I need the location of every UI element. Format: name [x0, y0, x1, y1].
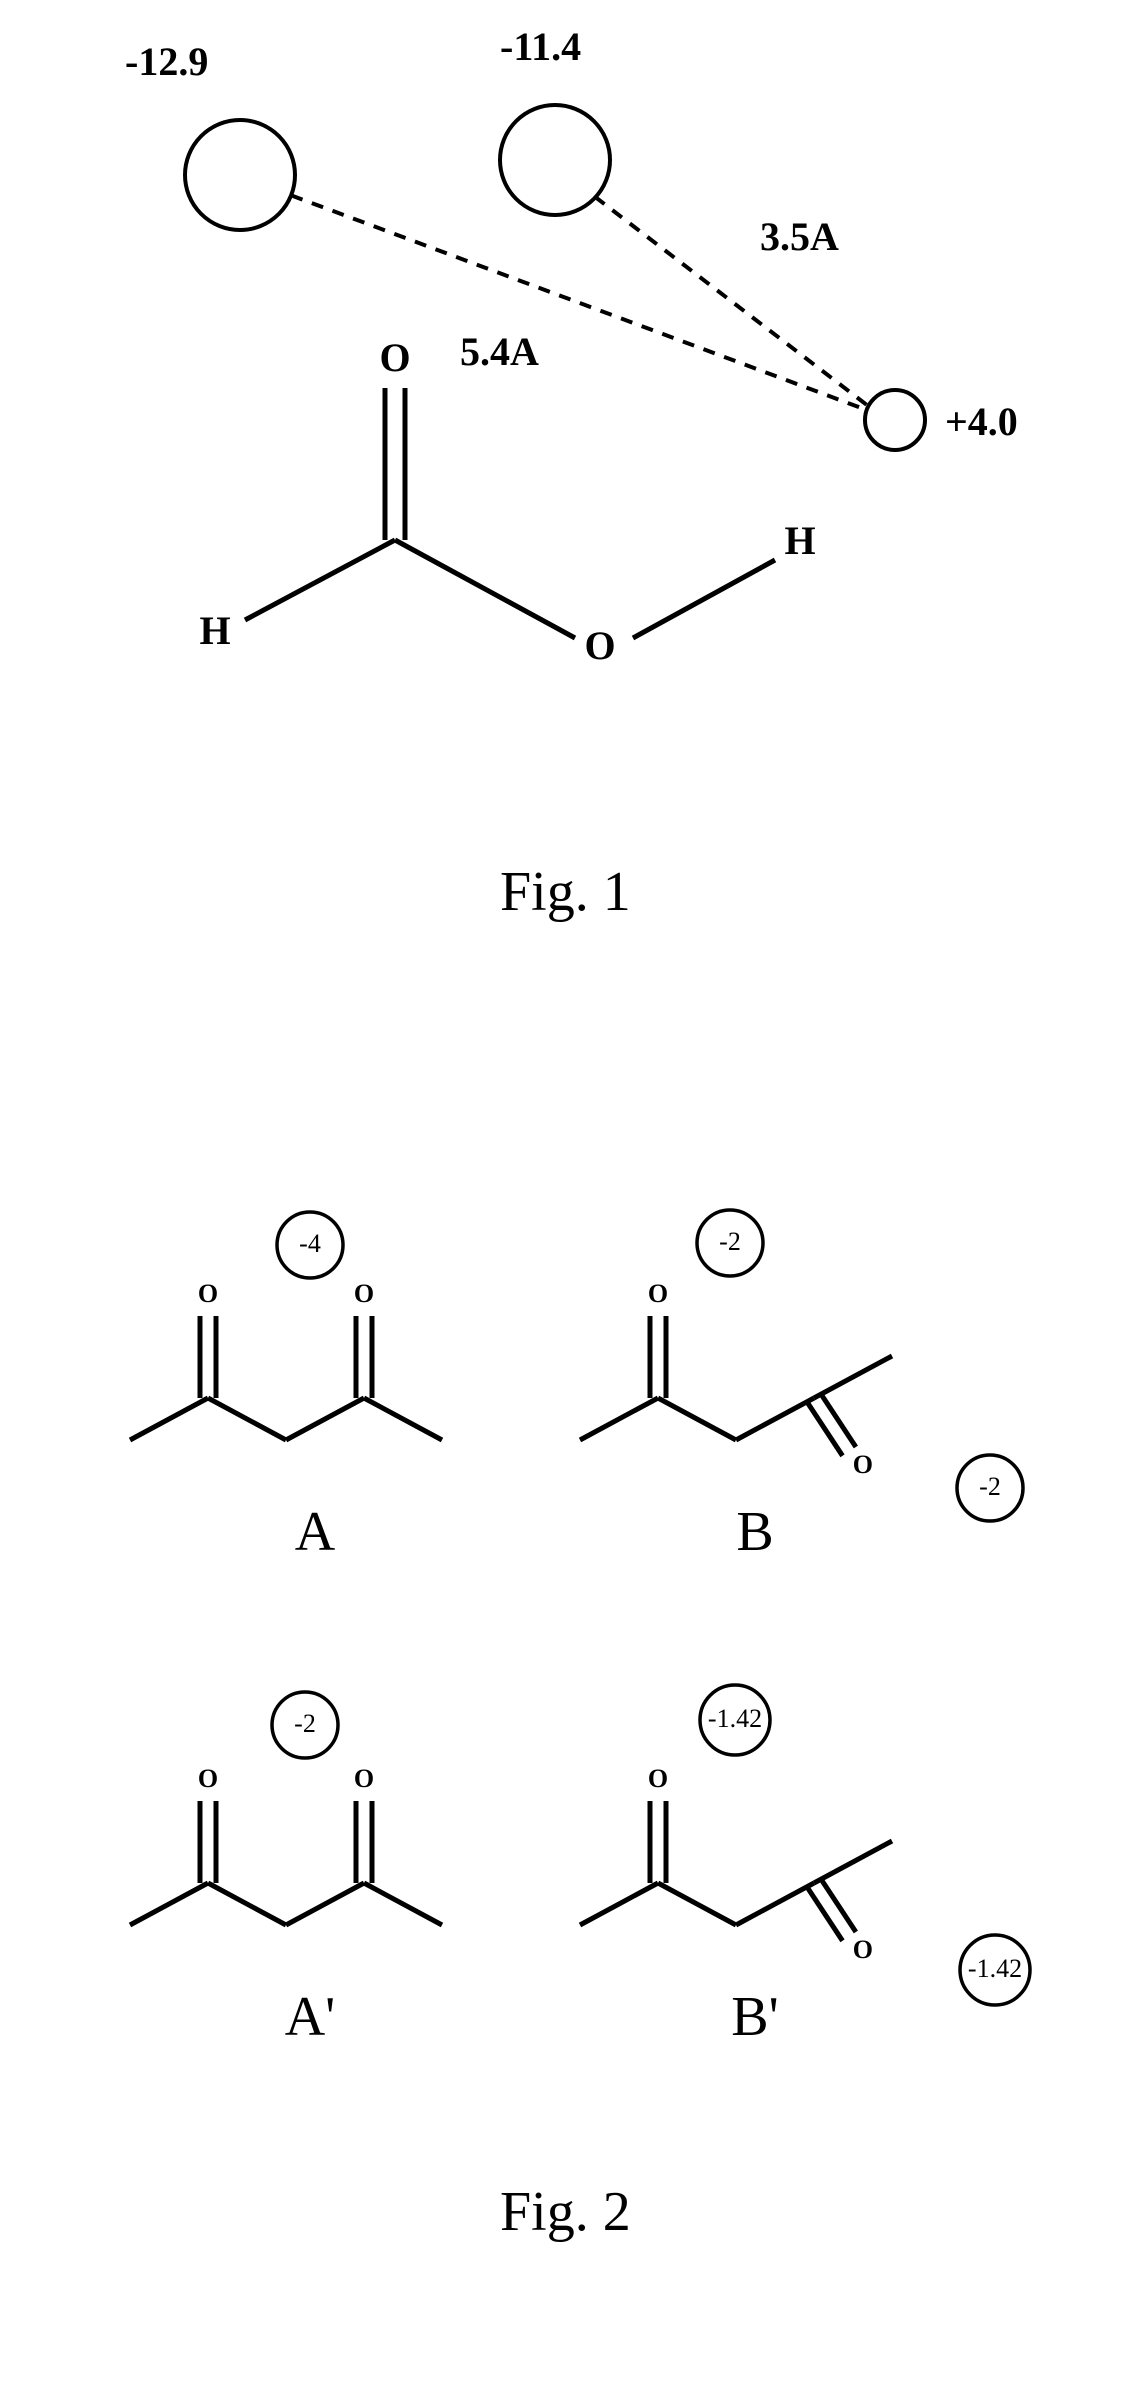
page-canvas: 5.4A 3.5A -12.9 -11.4 +4.0 H O O H Fig. 1 O O -4 A O O -…: [0, 0, 1140, 2398]
potential-value: -2: [979, 1472, 1001, 1501]
panel-label: B: [736, 1501, 773, 1563]
distance-line: [560, 170, 880, 415]
potential-value: -4: [299, 1229, 321, 1258]
potential-value: -2: [294, 1709, 316, 1738]
potential-circle: [185, 120, 295, 230]
atom-o: O: [198, 1764, 218, 1793]
atom-o: O: [648, 1279, 668, 1308]
fig1: 5.4A 3.5A -12.9 -11.4 +4.0 H O O H Fig. 1: [125, 24, 1018, 923]
panel-Bp: O O -1.42 -1.42 B': [580, 1685, 1030, 2048]
potential-value: -1.42: [968, 1954, 1022, 1983]
diagram-svg: 5.4A 3.5A -12.9 -11.4 +4.0 H O O H Fig. 1 O O -4 A O O -…: [0, 0, 1140, 2398]
panel-B: O O -2 -2 B: [580, 1210, 1023, 1563]
panel-label: A': [285, 1986, 336, 2048]
potential-value: -2: [719, 1227, 741, 1256]
distance-label: 3.5A: [760, 214, 839, 259]
panel-label: B': [731, 1986, 778, 2048]
atom-o: O: [198, 1279, 218, 1308]
panel-label: A: [295, 1501, 336, 1563]
potential-value: -12.9: [125, 39, 208, 84]
atom-o: O: [354, 1279, 374, 1308]
distance-label: 5.4A: [460, 329, 539, 374]
fig2: O O -4 A O O -2 -2 B O O -2 A' O O -1.42 -1.42 B' Fig. 2: [130, 1210, 1030, 2243]
fig2-caption: Fig. 2: [500, 2181, 631, 2243]
atom-label: O: [584, 623, 615, 668]
panel-Ap: O O -2 A': [130, 1692, 442, 2048]
atom-label: H: [784, 518, 815, 563]
atom-label: H: [199, 608, 230, 653]
potential-value: -11.4: [500, 24, 581, 69]
potential-value: +4.0: [945, 399, 1018, 444]
atom-o: O: [354, 1764, 374, 1793]
fig1-caption: Fig. 1: [500, 861, 631, 923]
potential-circle: [865, 390, 925, 450]
fig1-molecule: H O O H: [199, 335, 815, 668]
atom-o: O: [853, 1935, 873, 1964]
panel-A: O O -4 A: [130, 1212, 442, 1563]
atom-o: O: [853, 1450, 873, 1479]
atom-o: O: [648, 1764, 668, 1793]
potential-value: -1.42: [708, 1704, 762, 1733]
potential-circle: [500, 105, 610, 215]
atom-label: O: [379, 335, 410, 380]
